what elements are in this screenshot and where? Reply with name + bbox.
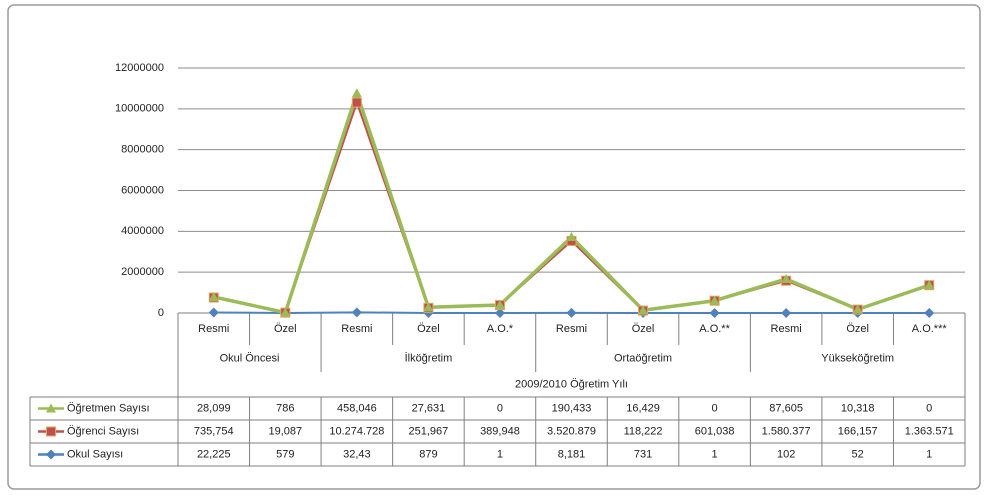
data-point (852, 304, 863, 314)
table-cell: 735,754 (194, 425, 234, 437)
data-point (638, 305, 649, 315)
legend-label: Okul Sayısı (67, 448, 123, 460)
data-point (351, 97, 362, 108)
group-label: İlköğretim (405, 351, 453, 364)
table-cell: 1 (497, 448, 503, 460)
table-cell: 10.274.728 (329, 425, 384, 437)
data-point (781, 307, 792, 318)
x-tick-label: Özel (417, 323, 440, 335)
table-cell: 458,046 (337, 402, 377, 414)
data-point (351, 88, 362, 98)
legend-label: Öğrenci Sayısı (67, 425, 139, 437)
table-cell: 8,181 (558, 448, 586, 460)
data-point (566, 307, 577, 318)
table-cell: 601,038 (695, 425, 735, 437)
x-tick-label: A.O.* (487, 323, 514, 335)
y-tick-label: 0 (158, 307, 164, 319)
x-tick-label: Resmi (341, 323, 372, 335)
table-cell: 879 (419, 448, 437, 460)
y-tick-label: 4000000 (121, 225, 164, 237)
x-tick-label: A.O.*** (912, 323, 948, 335)
y-tick-label: 10000000 (115, 103, 164, 115)
y-tick-label: 2000000 (121, 266, 164, 278)
data-point (924, 307, 935, 318)
table-cell: 118,222 (624, 425, 663, 437)
data-point (924, 280, 935, 290)
table-cell: 87,605 (769, 402, 803, 414)
table-cell: 786 (276, 402, 294, 414)
legend-marker (46, 403, 56, 413)
chart-frame (7, 4, 981, 490)
data-point (494, 300, 505, 310)
table-cell: 28,099 (197, 402, 231, 414)
data-point (208, 291, 219, 301)
table-cell: 251,967 (409, 425, 449, 437)
data-point (351, 307, 362, 318)
y-tick-label: 12000000 (115, 62, 164, 74)
x-tick-label: Resmi (556, 323, 587, 335)
table-cell: 52 (852, 448, 864, 460)
table-cell: 22,225 (197, 448, 231, 460)
data-point (709, 307, 720, 318)
table-cell: 1.580.377 (762, 425, 811, 437)
table-cell: 190,433 (552, 402, 592, 414)
table-cell: 166,157 (838, 425, 878, 437)
table-cell: 32,43 (343, 448, 371, 460)
group-label: Okul Öncesi (220, 352, 280, 364)
table-cell: 10,318 (841, 402, 875, 414)
table-cell: 0 (497, 402, 503, 414)
table-cell: 1.363.571 (905, 425, 954, 437)
data-point (423, 302, 434, 312)
y-tick-label: 6000000 (121, 184, 164, 196)
data-point (566, 232, 577, 242)
y-tick-label: 8000000 (121, 144, 164, 156)
table-cell: 0 (712, 402, 718, 414)
table-cell: 3.520.879 (547, 425, 596, 437)
legend-marker (46, 449, 56, 460)
table-cell: 27,631 (412, 402, 446, 414)
group-label: Ortaöğretim (614, 352, 672, 364)
x-tick-label: Özel (846, 323, 869, 335)
data-point (709, 295, 720, 305)
x-tick-label: Özel (632, 323, 655, 335)
table-cell: 19,087 (268, 425, 302, 437)
table-cell: 0 (926, 402, 932, 414)
table-cell: 389,948 (480, 425, 520, 437)
table-cell: 1 (926, 448, 932, 460)
group-label: Yükseköğretim (821, 352, 894, 364)
x-tick-label: Resmi (198, 323, 229, 335)
data-point (781, 273, 792, 283)
legend-marker (46, 426, 56, 437)
x-tick-label: A.O.** (699, 323, 730, 335)
data-point (280, 307, 291, 317)
data-point (494, 307, 505, 318)
x-axis-label: 2009/2010 Öğretim Yılı (515, 378, 628, 390)
table-cell: 731 (634, 448, 652, 460)
table-cell: 102 (777, 448, 795, 460)
table-cell: 1 (712, 448, 718, 460)
legend-label: Öğretmen Sayısı (67, 402, 150, 414)
table-cell: 579 (276, 448, 294, 460)
data-point (208, 307, 219, 318)
x-tick-label: Resmi (771, 323, 802, 335)
x-tick-label: Özel (274, 323, 297, 335)
table-cell: 16,429 (626, 402, 660, 414)
